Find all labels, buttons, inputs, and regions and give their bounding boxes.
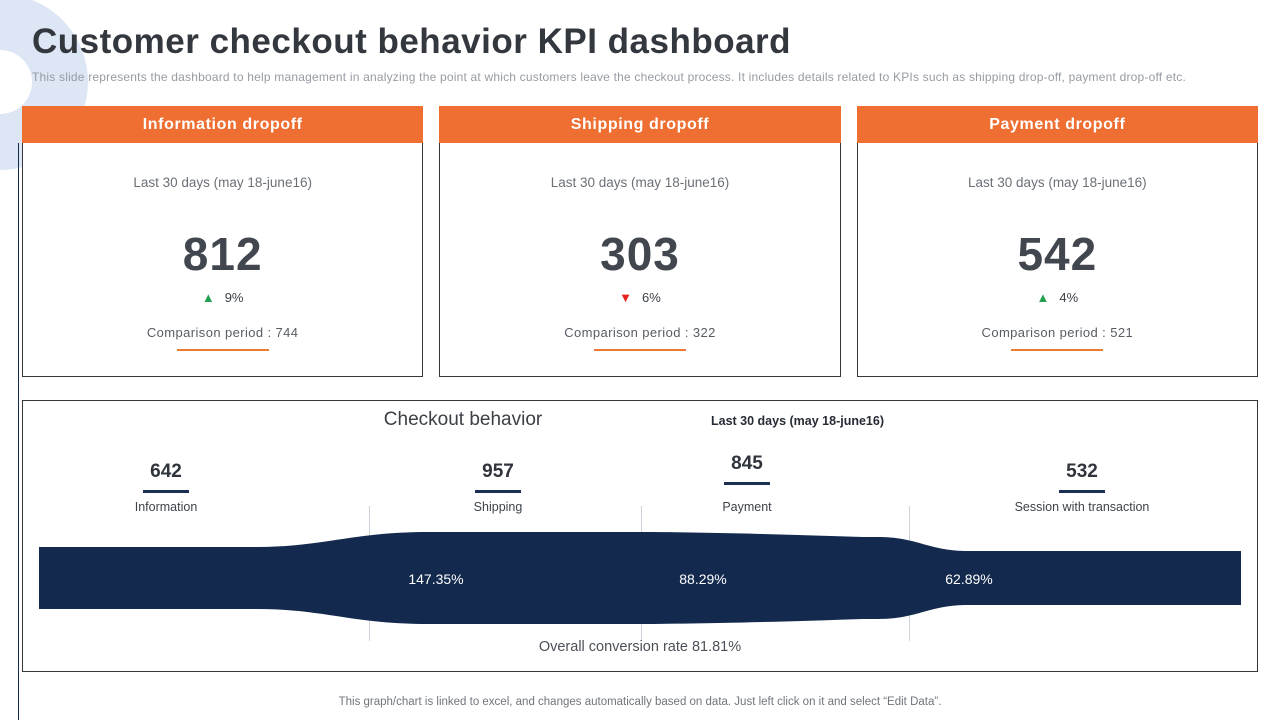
card-title: Payment dropoff (856, 106, 1258, 143)
card-period: Last 30 days (may 18-june16) (968, 175, 1147, 190)
page-title: Customer checkout behavior KPI dashboard (32, 22, 792, 61)
kpi-card-payment-dropoff: Payment dropoff Last 30 days (may 18-jun… (856, 106, 1258, 377)
trend-value: 4% (1059, 290, 1079, 305)
conversion-rate-shipping: 147.35% (408, 571, 464, 587)
card-accent-underline (176, 349, 269, 351)
kpi-card-shipping-dropoff: Shipping dropoff Last 30 days (may 18-ju… (439, 106, 841, 377)
card-title: Information dropoff (22, 106, 424, 143)
stage-shipping: 957 Shipping (388, 461, 608, 514)
stage-label: Session with transaction (1014, 500, 1150, 514)
comparison-period: Comparison period : 521 (981, 325, 1134, 340)
comparison-period: Comparison period : 322 (564, 325, 716, 340)
conversion-rate-session: 62.89% (945, 571, 993, 587)
trend-row: ▲ 9% (202, 290, 244, 305)
trend-down-icon: ▼ (619, 290, 633, 305)
trend-value: 6% (642, 290, 661, 305)
trend-up-icon: ▲ (1036, 290, 1050, 305)
page-subtitle: This slide represents the dashboard to h… (32, 70, 1186, 84)
stage-value: 642 (150, 461, 182, 482)
trend-up-icon: ▲ (201, 290, 215, 305)
stage-value: 957 (482, 461, 514, 482)
kpi-value: 303 (600, 228, 680, 280)
card-period: Last 30 days (may 18-june16) (550, 175, 730, 190)
stage-label: Information (134, 500, 198, 514)
stage-label: Payment (722, 500, 772, 514)
card-accent-underline (1011, 349, 1104, 351)
trend-value: 9% (224, 290, 244, 305)
checkout-behavior-chart[interactable]: Checkout behavior Last 30 days (may 18-j… (22, 400, 1258, 672)
chart-period: Last 30 days (may 18-june16) (711, 414, 884, 428)
overall-conversion-rate: Overall conversion rate 81.81% (538, 639, 742, 655)
stage-label: Shipping (473, 500, 523, 514)
trend-row: ▼ 6% (619, 290, 661, 305)
chart-title: Checkout behavior (383, 409, 543, 430)
comparison-period: Comparison period : 744 (146, 325, 299, 340)
stage-value: 532 (1066, 461, 1098, 482)
card-accent-underline (593, 349, 686, 351)
conversion-rate-payment: 88.29% (679, 571, 727, 587)
stage-underline (1059, 490, 1105, 493)
stage-underline (475, 490, 521, 493)
slide-header: Customer checkout behavior KPI dashboard… (32, 22, 1186, 84)
kpi-value: 542 (1017, 228, 1098, 280)
card-period: Last 30 days (may 18-june16) (133, 175, 312, 190)
stage-payment: 845 Payment (637, 453, 857, 514)
stage-information: 642 Information (56, 461, 276, 514)
stage-session-with-transaction: 532 Session with transaction (972, 461, 1192, 514)
kpi-cards-row: Information dropoff Last 30 days (may 18… (22, 106, 1258, 377)
trend-row: ▲ 4% (1036, 290, 1078, 305)
stage-underline (143, 490, 189, 493)
stage-underline (724, 482, 770, 485)
excel-link-note: This graph/chart is linked to excel, and… (338, 696, 942, 708)
left-accent-line (18, 143, 19, 720)
stage-value: 845 (731, 453, 763, 474)
card-title: Shipping dropoff (439, 106, 841, 143)
kpi-card-information-dropoff: Information dropoff Last 30 days (may 18… (22, 106, 424, 377)
kpi-value: 812 (182, 228, 263, 280)
funnel-area-shape (39, 532, 1241, 624)
